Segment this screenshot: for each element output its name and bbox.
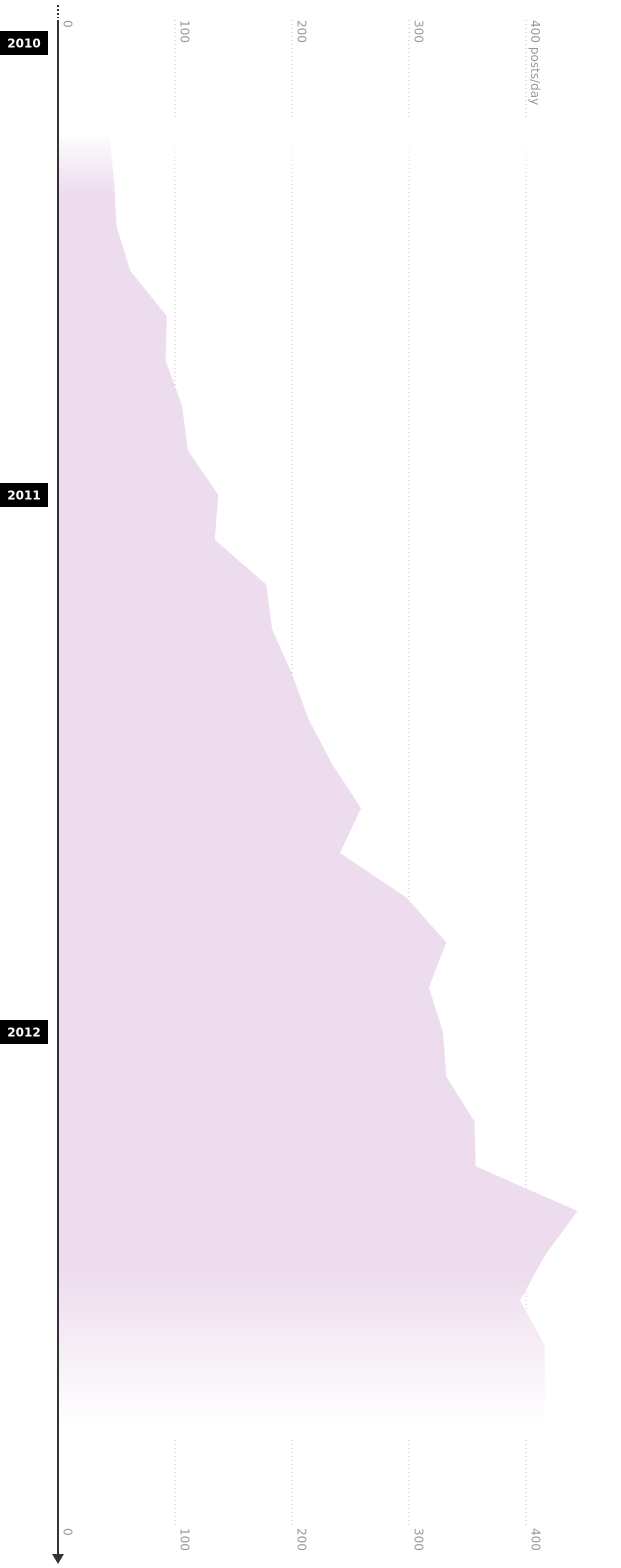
labels: 0 0 100 100 200 200 300 300 400 posts/day 400 2010 2… [0, 20, 543, 1551]
year-label: 2012 [7, 1026, 40, 1040]
tick-label-top: 400 [529, 20, 543, 43]
fade-overlay [59, 120, 619, 1440]
unit-label: posts/day [529, 47, 543, 105]
year-badge [0, 483, 48, 507]
tick-label-top: 200 [295, 20, 309, 43]
year-badge [0, 31, 48, 55]
year-label: 2011 [7, 489, 40, 503]
tick-label-top: 400 posts/day [529, 20, 543, 105]
tick-label-bottom: 400 [529, 1528, 543, 1551]
tick-label-bottom: 0 [61, 1528, 75, 1536]
tick-label-top: 0 [61, 20, 75, 28]
tick-label-top: 300 [412, 20, 426, 43]
tick-label-bottom: 200 [295, 1528, 309, 1551]
year-badge [0, 1020, 48, 1044]
year-label: 2010 [7, 37, 40, 51]
tick-label-bottom: 300 [412, 1528, 426, 1551]
tick-label-bottom: 100 [178, 1528, 192, 1551]
axis-arrow [52, 1554, 64, 1564]
tick-label-top: 100 [178, 20, 192, 43]
